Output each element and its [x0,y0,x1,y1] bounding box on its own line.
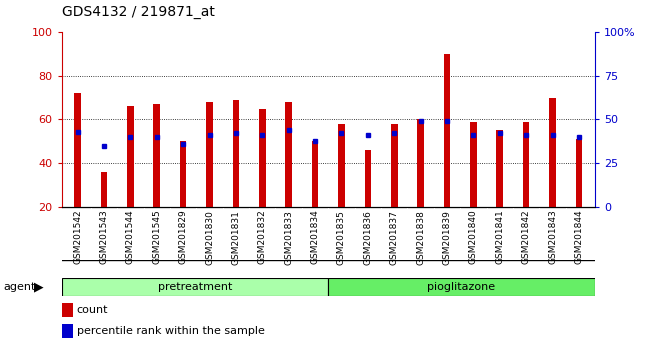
Bar [312,141,318,207]
Bar [365,150,371,207]
Bar [328,278,595,296]
Text: GSM201838: GSM201838 [416,210,425,265]
Bar [62,278,328,296]
Text: GSM201544: GSM201544 [126,210,135,264]
Text: GSM201836: GSM201836 [363,210,372,265]
Text: GSM201833: GSM201833 [284,210,293,265]
Text: GDS4132 / 219871_at: GDS4132 / 219871_at [62,5,214,19]
Bar [206,102,213,207]
Text: GSM201832: GSM201832 [258,210,266,264]
Bar [74,93,81,207]
Bar [259,109,266,207]
Text: GSM201543: GSM201543 [99,210,109,264]
Text: GSM201843: GSM201843 [548,210,557,264]
Bar [549,98,556,207]
Bar [180,141,187,207]
Text: agent: agent [3,282,36,292]
Text: GSM201829: GSM201829 [179,210,188,264]
Bar [470,122,476,207]
Text: pioglitazone: pioglitazone [428,282,495,292]
Bar [127,106,134,207]
Text: GSM201842: GSM201842 [522,210,530,264]
Text: GSM201837: GSM201837 [390,210,398,265]
Bar [153,104,160,207]
Text: GSM201542: GSM201542 [73,210,82,264]
Bar [497,130,503,207]
Bar [233,100,239,207]
Text: GSM201844: GSM201844 [575,210,584,264]
Text: percentile rank within the sample: percentile rank within the sample [77,326,265,336]
Bar [391,124,398,207]
Text: GSM201835: GSM201835 [337,210,346,265]
Bar [338,124,344,207]
Text: GSM201545: GSM201545 [152,210,161,264]
Text: GSM201841: GSM201841 [495,210,504,264]
Text: GSM201831: GSM201831 [231,210,240,265]
Text: ▶: ▶ [34,280,44,293]
Text: GSM201840: GSM201840 [469,210,478,264]
Bar [576,139,582,207]
Bar [417,120,424,207]
Text: GSM201834: GSM201834 [311,210,320,264]
Text: count: count [77,305,108,315]
Text: GSM201830: GSM201830 [205,210,214,265]
Bar [101,172,107,207]
Bar [523,122,530,207]
Text: pretreatment: pretreatment [158,282,232,292]
Bar [285,102,292,207]
Text: GSM201839: GSM201839 [443,210,452,265]
Bar [444,54,450,207]
